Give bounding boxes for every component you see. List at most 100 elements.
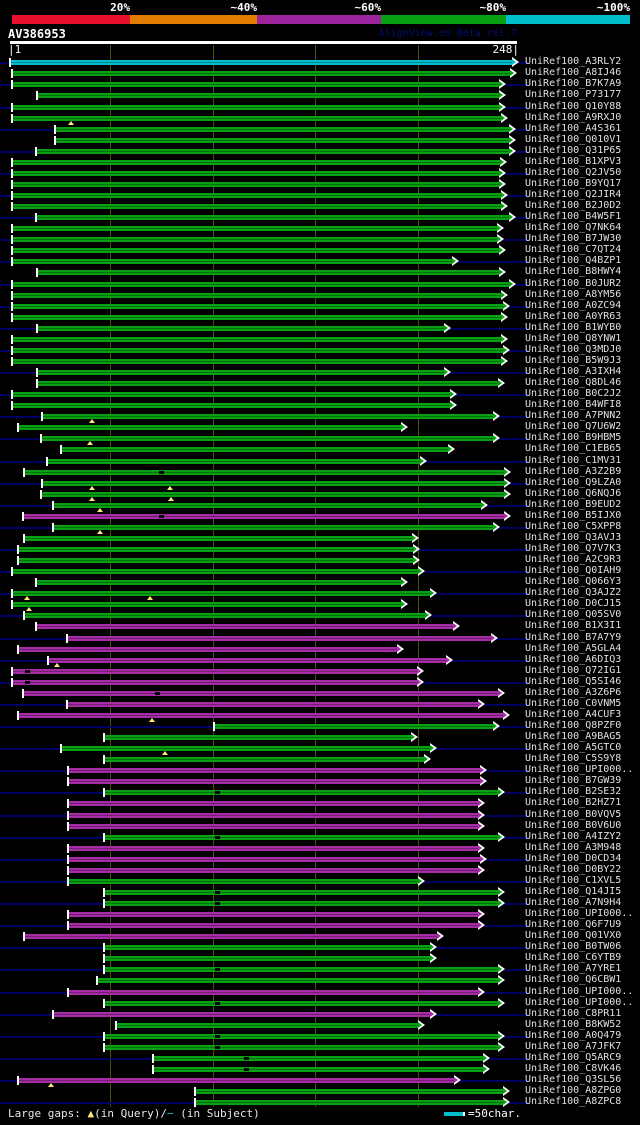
subject-id-link[interactable]: UniRef100_UPI000.. <box>525 996 634 1008</box>
alignment-bar[interactable] <box>195 1089 504 1095</box>
subject-id-link[interactable]: UniRef100_C8VK46 <box>525 1062 622 1074</box>
alignment-bar[interactable] <box>12 281 510 287</box>
subject-id-link[interactable]: UniRef100_UPI000.. <box>525 985 634 997</box>
alignment-bar[interactable] <box>12 679 418 685</box>
alignment-bar[interactable] <box>68 779 481 785</box>
alignment-bar[interactable] <box>68 878 419 884</box>
subject-id-link[interactable]: UniRef100_Q7U6W2 <box>525 421 622 433</box>
subject-id-link[interactable]: UniRef100_B8HWY4 <box>525 266 622 278</box>
alignment-bar[interactable] <box>12 226 498 232</box>
alignment-bar[interactable] <box>12 204 502 210</box>
subject-id-link[interactable]: UniRef100_B0TW06 <box>525 941 622 953</box>
alignment-bar[interactable] <box>12 303 504 309</box>
subject-id-link[interactable]: UniRef100_C6YTB9 <box>525 952 622 964</box>
alignment-bar[interactable] <box>53 524 494 530</box>
subject-id-link[interactable]: UniRef100_A3M948 <box>525 841 622 853</box>
alignment-bar[interactable] <box>12 82 500 88</box>
alignment-bar[interactable] <box>61 447 449 453</box>
subject-id-link[interactable]: UniRef100_B7JW30 <box>525 233 622 245</box>
subject-id-link[interactable]: UniRef100_C5XPP8 <box>525 520 622 532</box>
subject-id-link[interactable]: UniRef100_A5GTC0 <box>525 742 622 754</box>
alignment-bar[interactable] <box>10 60 513 66</box>
alignment-bar[interactable] <box>18 1078 455 1083</box>
subject-id-link[interactable]: UniRef100_C1EB65 <box>525 443 622 455</box>
alignment-bar[interactable] <box>97 978 499 984</box>
subject-id-link[interactable]: UniRef100_A0ZC94 <box>525 299 622 311</box>
subject-id-link[interactable]: UniRef100_B2J0D2 <box>525 200 622 212</box>
alignment-bar[interactable] <box>53 502 482 508</box>
subject-id-link[interactable]: UniRef100_A4CUF3 <box>525 708 622 720</box>
subject-id-link[interactable]: UniRef100_Q10Y88 <box>525 100 622 112</box>
alignment-bar[interactable] <box>12 259 453 265</box>
alignment-bar[interactable] <box>61 746 431 752</box>
alignment-bar[interactable] <box>104 1044 499 1050</box>
subject-id-link[interactable]: UniRef100_Q14JI5 <box>525 885 622 897</box>
alignment-bar[interactable] <box>55 126 510 132</box>
subject-id-link[interactable]: UniRef100_C0VNM5 <box>525 697 622 709</box>
alignment-bar[interactable] <box>153 1066 484 1072</box>
subject-id-link[interactable]: UniRef100_B4WFI8 <box>525 399 622 411</box>
subject-id-link[interactable]: UniRef100_A7PNN2 <box>525 410 622 422</box>
alignment-bar[interactable] <box>214 724 494 730</box>
alignment-bar[interactable] <box>12 668 418 674</box>
alignment-bar[interactable] <box>12 237 498 243</box>
alignment-bar[interactable] <box>104 889 499 895</box>
subject-id-link[interactable]: UniRef100_A7YRE1 <box>525 963 622 975</box>
subject-id-link[interactable]: UniRef100_Q5ARC9 <box>525 1051 622 1063</box>
alignment-bar[interactable] <box>68 923 479 929</box>
subject-id-link[interactable]: UniRef100_B5IJX0 <box>525 509 622 521</box>
subject-id-link[interactable]: UniRef100_A0YR63 <box>525 310 622 322</box>
subject-id-link[interactable]: UniRef100_A5GLA4 <box>525 642 622 654</box>
subject-id-link[interactable]: UniRef100_Q4BZP1 <box>525 255 622 267</box>
subject-id-link[interactable]: UniRef100_UPI000.. <box>525 908 634 920</box>
alignment-bar[interactable] <box>153 1055 484 1061</box>
subject-id-link[interactable]: UniRef100_B5W9J3 <box>525 354 622 366</box>
subject-id-link[interactable]: UniRef100_Q5SI46 <box>525 675 622 687</box>
subject-id-link[interactable]: UniRef100_A9BAG5 <box>525 731 622 743</box>
alignment-bar[interactable] <box>42 414 494 420</box>
alignment-bar[interactable] <box>23 513 505 519</box>
alignment-bar[interactable] <box>37 325 445 331</box>
subject-id-link[interactable]: UniRef100_A8IJ46 <box>525 67 622 79</box>
subject-id-link[interactable]: UniRef100_Q9LZA0 <box>525 476 622 488</box>
alignment-bar[interactable] <box>37 381 499 387</box>
subject-id-link[interactable]: UniRef100_Q72IG1 <box>525 664 622 676</box>
subject-id-link[interactable]: UniRef100_B7A7Y9 <box>525 631 622 643</box>
alignment-bar[interactable] <box>104 901 499 906</box>
alignment-bar[interactable] <box>37 93 500 99</box>
alignment-bar[interactable] <box>12 591 431 597</box>
alignment-bar[interactable] <box>67 635 492 641</box>
subject-id-link[interactable]: UniRef100_A3Z2B9 <box>525 465 622 477</box>
subject-id-link[interactable]: UniRef100_B1WYB0 <box>525 321 622 333</box>
alignment-bar[interactable] <box>104 757 425 763</box>
alignment-bar[interactable] <box>24 613 426 619</box>
alignment-bar[interactable] <box>68 856 481 862</box>
subject-id-link[interactable]: UniRef100_A8YM56 <box>525 288 622 300</box>
subject-id-link[interactable]: UniRef100_A6DIQ3 <box>525 653 622 665</box>
alignment-bar[interactable] <box>24 469 505 475</box>
subject-id-link[interactable]: UniRef100_A7N9H4 <box>525 897 622 908</box>
subject-id-link[interactable]: UniRef100_Q3MDJ0 <box>525 343 622 355</box>
alignment-bar[interactable] <box>37 370 445 376</box>
alignment-bar[interactable] <box>36 148 510 154</box>
alignment-bar[interactable] <box>12 170 500 176</box>
alignment-bar[interactable] <box>104 956 431 962</box>
subject-id-link[interactable]: UniRef100_D0BY22 <box>525 863 622 875</box>
alignment-bar[interactable] <box>104 1000 499 1006</box>
alignment-bar[interactable] <box>67 701 479 707</box>
subject-id-link[interactable]: UniRef100_B9YQ17 <box>525 177 622 189</box>
alignment-bar[interactable] <box>104 834 499 840</box>
alignment-bar[interactable] <box>18 425 402 431</box>
subject-id-link[interactable]: UniRef100_Q0IAH9 <box>525 565 622 577</box>
subject-id-link[interactable]: UniRef100_P73177 <box>525 89 622 101</box>
subject-id-link[interactable]: UniRef100_B0VQV5 <box>525 808 622 820</box>
subject-id-link[interactable]: UniRef100_B0JUR2 <box>525 277 622 289</box>
alignment-bar[interactable] <box>104 945 431 951</box>
subject-id-link[interactable]: UniRef100_D0CJ15 <box>525 598 622 610</box>
alignment-bar[interactable] <box>55 137 510 143</box>
subject-id-link[interactable]: UniRef100_A2C9R3 <box>525 554 622 566</box>
subject-id-link[interactable]: UniRef100_Q8PZF0 <box>525 720 622 732</box>
alignment-bar[interactable] <box>41 436 494 442</box>
subject-id-link[interactable]: UniRef100_Q6NQJ6 <box>525 487 622 499</box>
subject-id-link[interactable]: UniRef100_A4S361 <box>525 122 622 134</box>
